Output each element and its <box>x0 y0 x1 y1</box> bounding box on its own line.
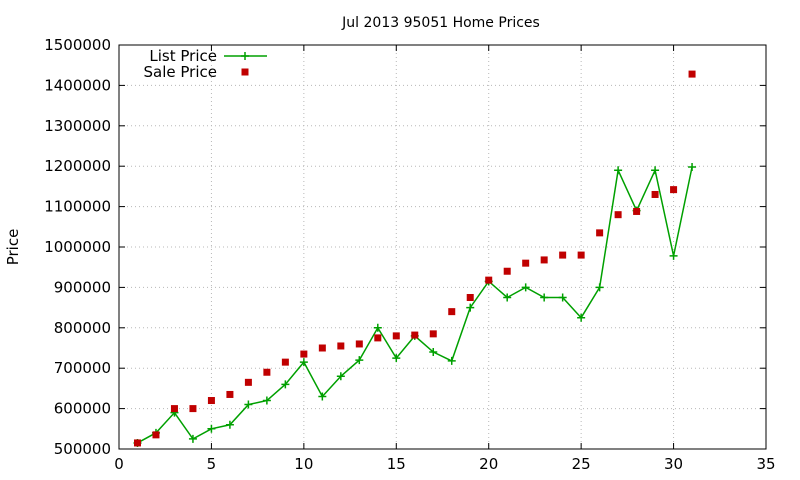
axis-ticks: 0 5 10 15 20 25 30 35 500000 600000 700000 800000 90… <box>44 36 775 473</box>
list-price-point <box>577 313 586 322</box>
x-tick-label: 35 <box>756 455 775 473</box>
y-tick-label: 900000 <box>54 278 111 296</box>
x-tick-label: 0 <box>114 455 124 473</box>
sale-price-point <box>263 368 271 376</box>
sale-price-point <box>577 251 585 259</box>
list-price-point <box>299 358 308 367</box>
sale-price-point <box>152 431 160 439</box>
list-price-point <box>447 356 456 365</box>
sale-price-point <box>281 358 289 366</box>
sale-price-point <box>411 331 419 339</box>
sale-price-point <box>355 340 363 348</box>
sale-price-point <box>300 350 308 358</box>
y-tick-label: 500000 <box>54 440 111 458</box>
sale-price-point <box>374 334 382 342</box>
sale-price-point <box>318 344 326 352</box>
sale-price-point <box>670 186 678 194</box>
legend: List Price Sale Price <box>144 47 267 81</box>
chart-title: Jul 2013 95051 Home Prices <box>341 15 540 31</box>
list-price-point <box>595 283 604 292</box>
sale-price-point <box>392 332 400 340</box>
sale-price-point <box>596 229 604 237</box>
sale-price-point <box>170 405 178 413</box>
sale-price-point <box>522 259 530 267</box>
list-price-point <box>207 424 216 433</box>
list-price-point <box>244 400 253 409</box>
y-tick-label: 800000 <box>54 319 111 337</box>
sale-price-point <box>337 342 345 350</box>
sale-price-point <box>614 211 622 219</box>
list-price-point <box>373 323 382 332</box>
list-price-point <box>503 293 512 302</box>
grid <box>119 45 766 449</box>
legend-sample-sale-price <box>241 68 249 76</box>
sale-price-point <box>651 190 659 198</box>
sale-price-point <box>429 330 437 338</box>
x-tick-label: 15 <box>387 455 406 473</box>
list-price-point <box>558 293 567 302</box>
sale-price-point <box>503 267 511 275</box>
x-tick-label: 10 <box>294 455 313 473</box>
y-tick-label: 1100000 <box>44 198 111 216</box>
sale-price-point <box>133 439 141 447</box>
legend-label-list-price: List Price <box>149 47 217 65</box>
list-price-point <box>466 303 475 312</box>
y-tick-label: 1000000 <box>44 238 111 256</box>
sale-price-point <box>189 405 197 413</box>
sale-price-point <box>559 251 567 259</box>
series-layer <box>133 70 697 447</box>
legend-sample-list-price-point <box>241 52 249 60</box>
list-price-line <box>137 166 693 444</box>
sale-price-point <box>448 308 456 316</box>
list-price-point <box>188 434 197 443</box>
y-axis-label: Price <box>4 229 22 266</box>
x-tick-label: 5 <box>207 455 217 473</box>
list-price-point <box>355 356 364 365</box>
sale-price-point <box>226 390 234 398</box>
list-price-point <box>392 354 401 363</box>
list-price-point <box>281 380 290 389</box>
sale-price-point <box>244 378 252 386</box>
list-price-point <box>521 283 530 292</box>
sale-price-point <box>633 207 641 215</box>
sale-price-point <box>688 70 696 78</box>
x-tick-label: 30 <box>664 455 683 473</box>
sale-price-point <box>485 276 493 284</box>
x-tick-label: 25 <box>572 455 591 473</box>
list-price-point <box>651 166 660 175</box>
y-tick-label: 1300000 <box>44 117 111 135</box>
x-tick-label: 20 <box>479 455 498 473</box>
y-tick-label: 600000 <box>54 400 111 418</box>
list-price-point <box>688 163 697 172</box>
list-price-point <box>225 420 234 429</box>
y-tick-label: 1500000 <box>44 36 111 54</box>
list-price-point <box>318 392 327 401</box>
list-price-point <box>669 251 678 260</box>
plot-frame <box>118 44 767 450</box>
list-price-point <box>262 396 271 405</box>
y-tick-label: 1200000 <box>44 157 111 175</box>
list-price-point <box>540 293 549 302</box>
legend-label-sale-price: Sale Price <box>144 63 217 81</box>
y-tick-label: 700000 <box>54 359 111 377</box>
sale-price-point <box>466 294 474 301</box>
y-tick-label: 1400000 <box>44 76 111 94</box>
sale-price-point <box>540 256 548 264</box>
sale-price-point <box>207 397 215 405</box>
list-price-point <box>614 166 623 175</box>
list-price-point <box>429 348 438 357</box>
list-price-point <box>336 372 345 381</box>
